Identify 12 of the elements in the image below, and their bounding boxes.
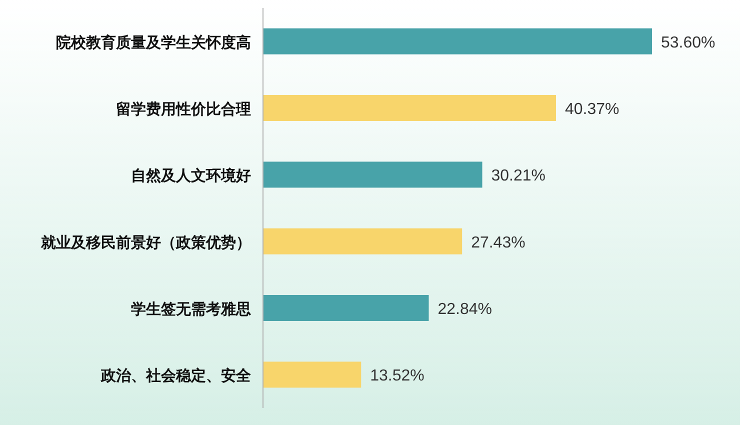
y-tick-label: 留学费用性价比合理 [116,101,251,118]
data-label: 13.52% [370,368,424,385]
data-label: 22.84% [438,301,492,318]
y-tick-label: 就业及移民前景好（政策优势） [40,234,251,252]
data-label: 40.37% [564,101,620,118]
data-label: 53.60% [661,34,716,52]
data-label: 27.43% [471,234,526,252]
y-tick-label: 院校教育质量及学生关怀度高 [56,33,251,52]
y-tick-label: 学生签无需考雅思 [131,301,251,318]
y-tick-label: 政治、社会稳定、安全 [100,366,252,385]
data-label: 30.21% [491,168,546,185]
y-tick-label: 自然及人文环境好 [131,166,251,185]
